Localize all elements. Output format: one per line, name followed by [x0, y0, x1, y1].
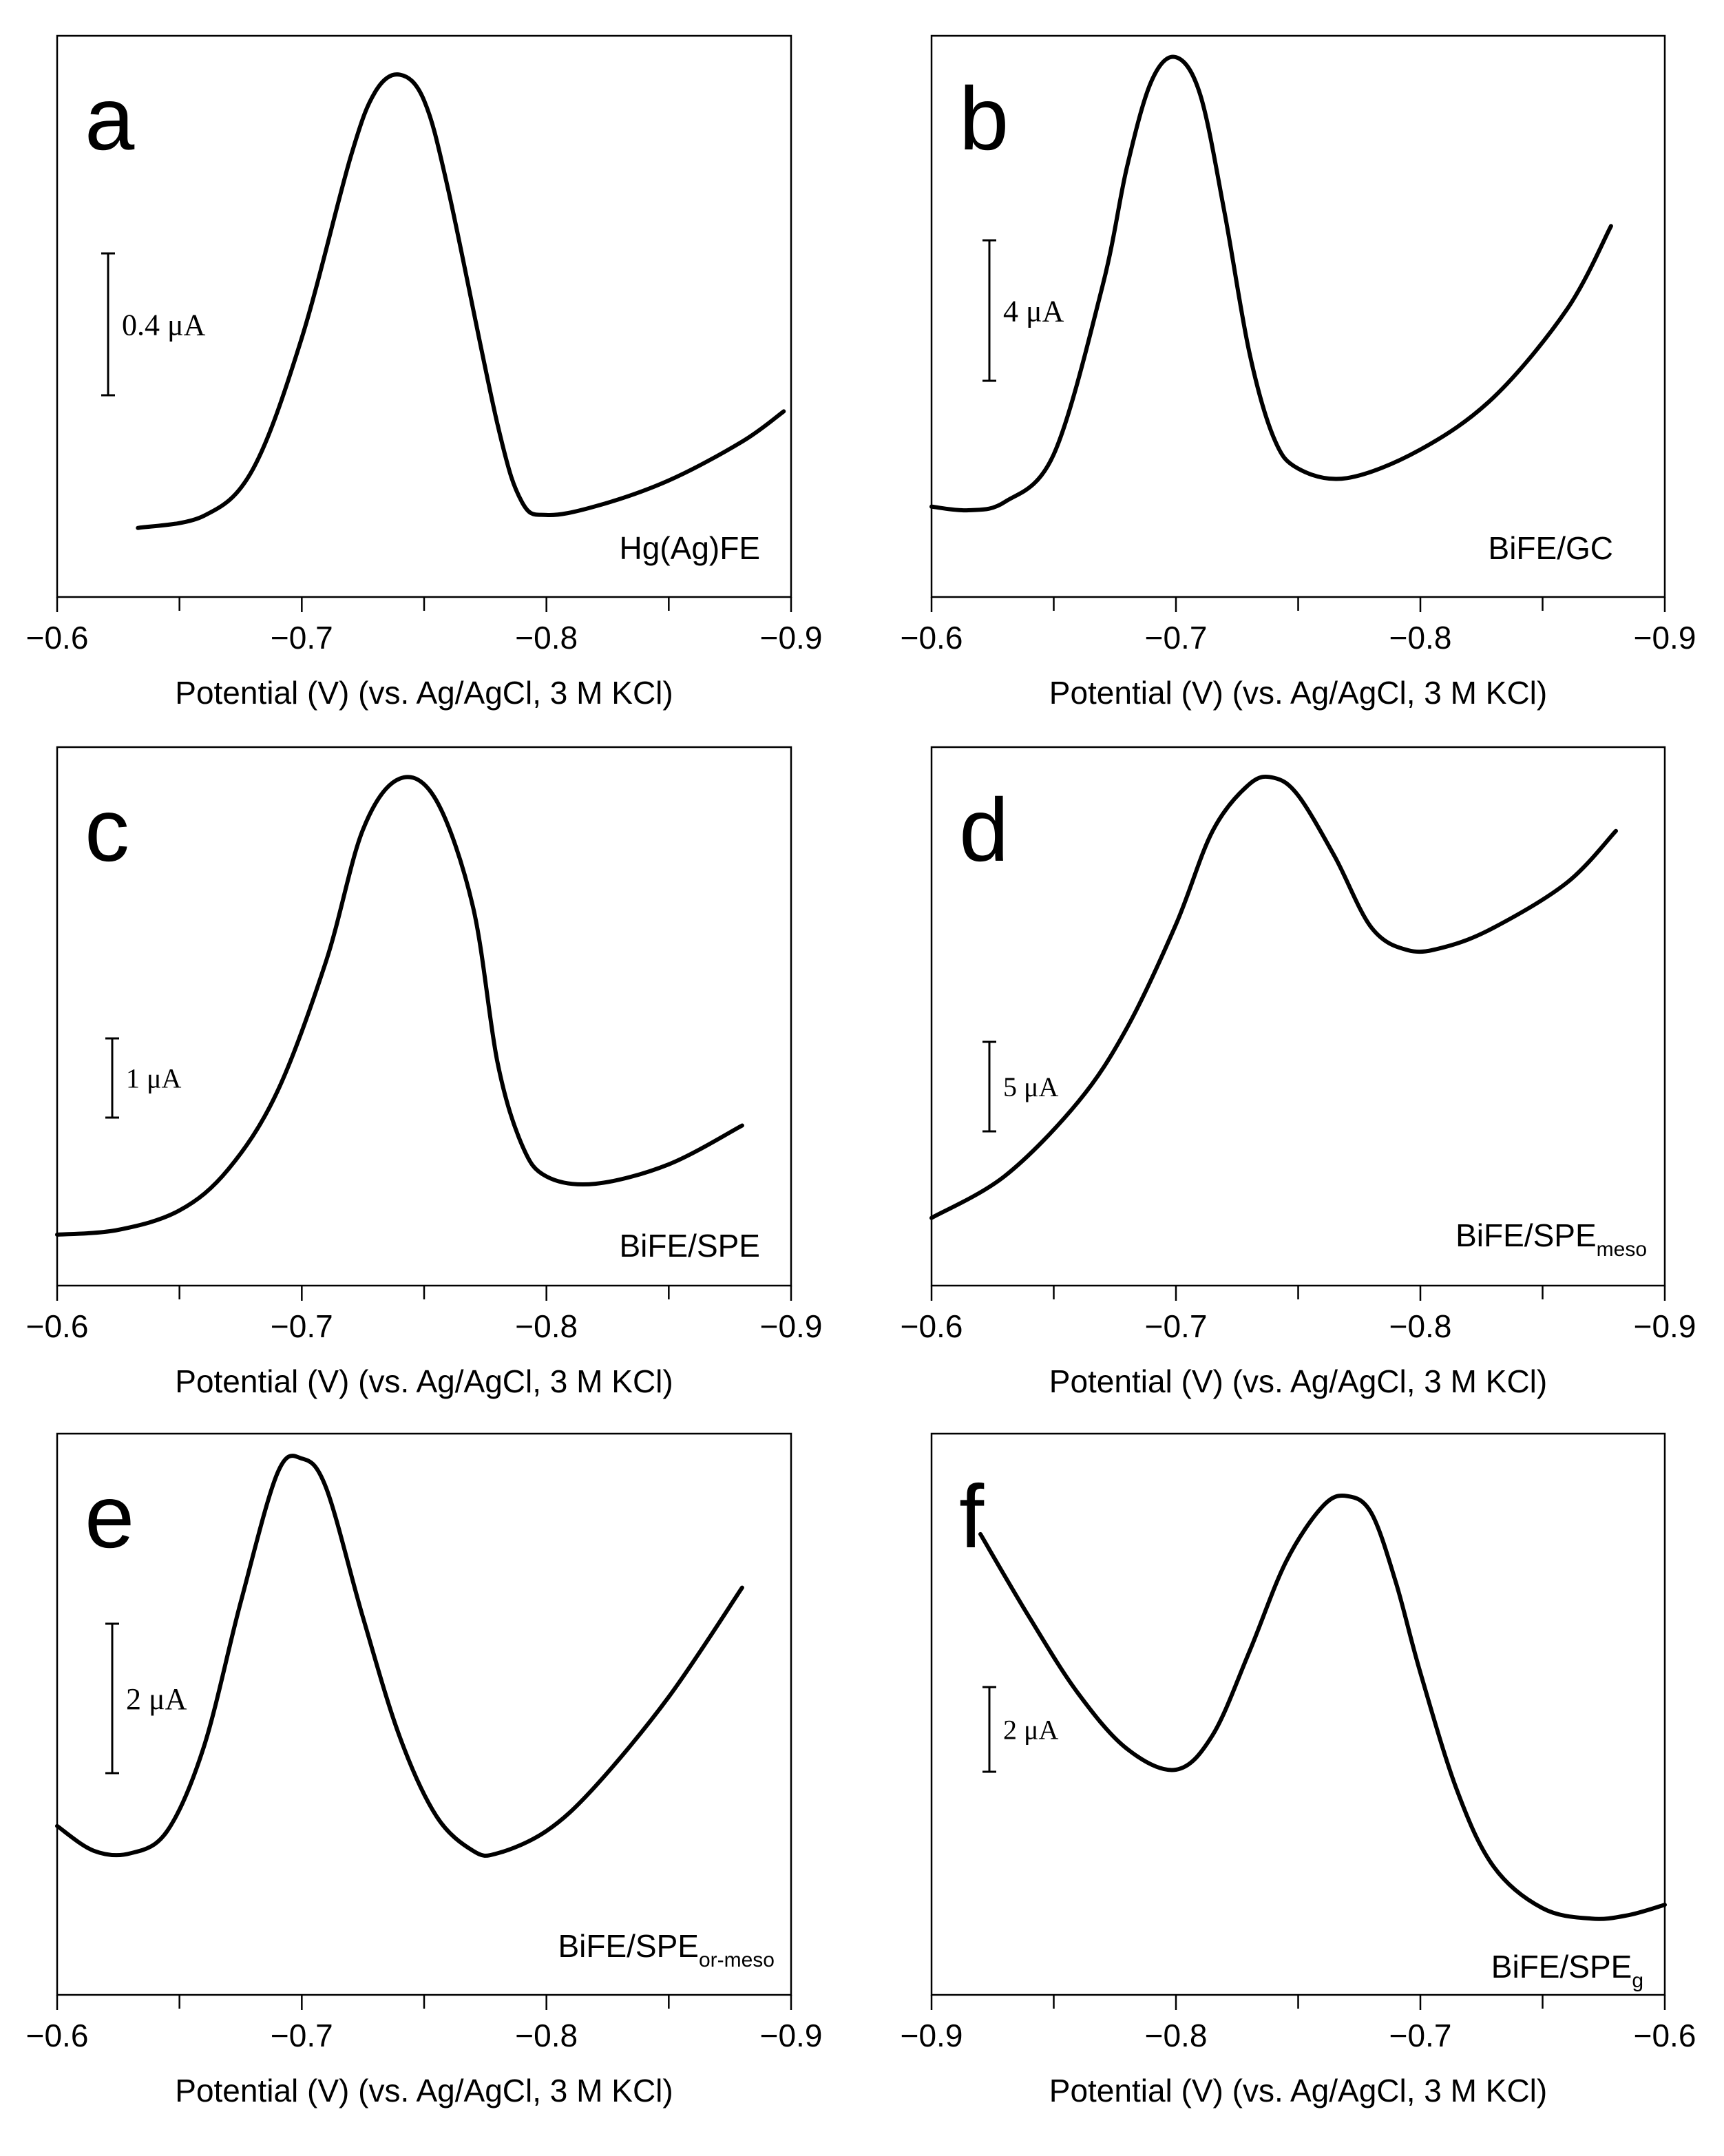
- electrode-label: BiFE/SPEg: [1491, 1949, 1643, 1992]
- voltammogram-curve: [978, 1493, 1667, 1921]
- plot-frame: [56, 746, 792, 1287]
- x-tick-label: −0.7: [271, 620, 333, 656]
- panel-letter: e: [85, 1466, 134, 1567]
- panel-d: −0.6 −0.7 −0.8 −0.9 Potential (V) (vs. Ag/Ag…: [901, 746, 1696, 1399]
- x-axis-label: Potential (V) (vs. Ag/AgCl, 3 M KCl): [1049, 1363, 1547, 1399]
- x-tick-label: −0.7: [1389, 2018, 1452, 2053]
- electrode-label: BiFE/SPEor-meso: [558, 1928, 775, 1971]
- x-tick-label: −0.8: [515, 620, 578, 656]
- panel-f: −0.9 −0.8 −0.7 −0.6 Potential (V) (vs. Ag/Ag…: [901, 1432, 1696, 2108]
- electrode-label-main: BiFE/SPE: [1491, 1949, 1632, 1985]
- electrode-label-main: Hg(Ag)FE: [620, 530, 760, 566]
- x-axis-label: Potential (V) (vs. Ag/AgCl, 3 M KCl): [175, 675, 673, 711]
- scale-bar-label: 5 μA: [1003, 1071, 1058, 1102]
- x-tick-label: −0.7: [1145, 620, 1208, 656]
- x-tick-label: −0.7: [271, 1308, 333, 1344]
- electrode-label: Hg(Ag)FE: [620, 530, 760, 566]
- voltammogram-curve: [929, 774, 1618, 1220]
- panel-letter: b: [959, 68, 1009, 169]
- scale-bar-label: 1 μA: [126, 1063, 181, 1094]
- x-axis-label: Potential (V) (vs. Ag/AgCl, 3 M KCl): [175, 2073, 673, 2108]
- x-tick-label: −0.9: [1634, 620, 1696, 656]
- panel-letter: c: [85, 779, 129, 880]
- voltammogram-curve: [55, 1454, 744, 1858]
- x-tick-label: −0.6: [901, 1308, 963, 1344]
- electrode-label: BiFE/GC: [1489, 530, 1613, 566]
- electrode-label: BiFE/SPEmeso: [1455, 1217, 1647, 1261]
- x-tick-label: −0.6: [26, 1308, 89, 1344]
- electrode-label-main: BiFE/GC: [1489, 530, 1613, 566]
- scale-bar-label: 2 μA: [126, 1682, 187, 1716]
- panel-letter: a: [85, 68, 135, 169]
- electrode-label-subscript: g: [1632, 1969, 1643, 1992]
- x-tick-label: −0.7: [271, 2018, 333, 2053]
- electrode-label: BiFE/SPE: [619, 1228, 760, 1264]
- electrode-label-main: BiFE/SPE: [619, 1228, 760, 1264]
- x-tick-label: −0.6: [1634, 2018, 1696, 2053]
- scale-bar-label: 2 μA: [1003, 1715, 1058, 1746]
- electrode-label-subscript: meso: [1597, 1238, 1647, 1261]
- electrode-label-main: BiFE/SPE: [558, 1928, 699, 1964]
- electrode-label-subscript: or-meso: [699, 1949, 775, 1971]
- scale-bar-label: 0.4 μA: [122, 308, 206, 342]
- x-axis-label: Potential (V) (vs. Ag/AgCl, 3 M KCl): [1049, 675, 1547, 711]
- x-axis-label: Potential (V) (vs. Ag/AgCl, 3 M KCl): [175, 1363, 673, 1399]
- x-tick-label: −0.9: [1634, 1308, 1696, 1344]
- x-tick-label: −0.9: [760, 620, 823, 656]
- panel-e: −0.6 −0.7 −0.8 −0.9 Potential (V) (vs. Ag/Ag…: [26, 1432, 823, 2108]
- x-tick-label: −0.8: [1145, 2018, 1208, 2053]
- x-tick-label: −0.6: [26, 620, 89, 656]
- x-tick-label: −0.6: [901, 620, 963, 656]
- panel-c: −0.6 −0.7 −0.8 −0.9 Potential (V) (vs. Ag/Ag…: [26, 746, 823, 1399]
- x-tick-label: −0.7: [1145, 1308, 1208, 1344]
- voltammogram-curve: [929, 54, 1613, 513]
- x-tick-label: −0.8: [515, 2018, 578, 2053]
- x-tick-label: −0.8: [1389, 1308, 1452, 1344]
- x-tick-label: −0.8: [515, 1308, 578, 1344]
- voltammogram-curve: [55, 775, 744, 1237]
- x-tick-label: −0.9: [760, 1308, 823, 1344]
- panel-letter: d: [959, 779, 1009, 880]
- x-tick-label: −0.9: [901, 2018, 963, 2053]
- x-tick-label: −0.8: [1389, 620, 1452, 656]
- voltammogram-curve: [136, 72, 786, 530]
- scale-bar-label: 4 μA: [1003, 294, 1064, 328]
- x-axis-label: Potential (V) (vs. Ag/AgCl, 3 M KCl): [1049, 2073, 1547, 2108]
- panel-b: −0.6 −0.7 −0.8 −0.9 Potential (V) (vs. Ag/Ag…: [901, 34, 1696, 711]
- x-tick-label: −0.6: [26, 2018, 89, 2053]
- panel-letter: f: [959, 1466, 985, 1567]
- electrode-label-main: BiFE/SPE: [1455, 1217, 1597, 1253]
- x-tick-label: −0.9: [760, 2018, 823, 2053]
- panel-a: −0.6 −0.7 −0.8 −0.9 Potential (V) (vs. Ag/Ag…: [26, 34, 823, 711]
- plot-frame: [930, 746, 1666, 1287]
